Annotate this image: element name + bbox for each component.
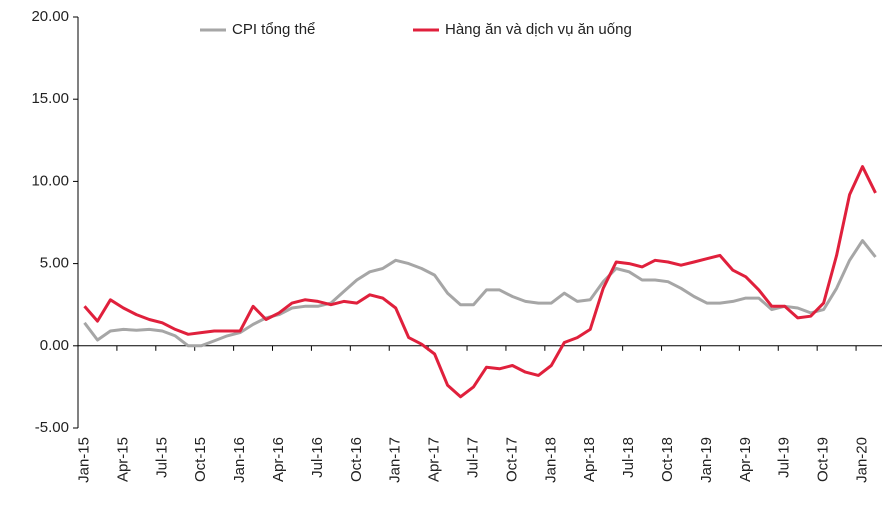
data-line [83, 239, 877, 348]
x-tick-label: Oct-16 [348, 437, 365, 482]
x-tick-label: Jul-15 [153, 437, 170, 478]
legend-label: Hàng ăn và dịch vụ ăn uống [445, 21, 632, 38]
x-tick-label: Apr-15 [114, 437, 131, 482]
x-tick-label: Jul-17 [464, 437, 481, 478]
y-tick-label: 15.00 [31, 90, 69, 107]
y-tick-label: -5.00 [35, 419, 69, 436]
x-tick-label: Jan-19 [698, 437, 715, 483]
legend-label: CPI tổng thể [232, 21, 315, 38]
data-line [83, 165, 877, 399]
y-tick-label: 0.00 [40, 337, 69, 354]
x-tick-label: Apr-19 [737, 437, 754, 482]
y-tick-label: 10.00 [31, 172, 69, 189]
x-tick-label: Apr-18 [581, 437, 598, 482]
x-tick-label: Jan-17 [387, 437, 404, 483]
x-tick-label: Oct-19 [815, 437, 832, 482]
x-tick-label: Apr-16 [270, 437, 287, 482]
x-tick-label: Jan-16 [231, 437, 248, 483]
y-tick-label: 20.00 [31, 8, 69, 25]
y-tick-label: 5.00 [40, 255, 69, 272]
x-tick-label: Jul-18 [620, 437, 637, 478]
x-tick-label: Jan-20 [854, 437, 871, 483]
x-tick-label: Jan-15 [75, 437, 92, 483]
x-tick-label: Jul-16 [309, 437, 326, 478]
x-tick-label: Oct-15 [192, 437, 209, 482]
x-tick-label: Jul-19 [776, 437, 793, 478]
x-tick-label: Oct-18 [659, 437, 676, 482]
x-tick-label: Oct-17 [503, 437, 520, 482]
x-tick-label: Apr-17 [426, 437, 443, 482]
x-tick-label: Jan-18 [542, 437, 559, 483]
